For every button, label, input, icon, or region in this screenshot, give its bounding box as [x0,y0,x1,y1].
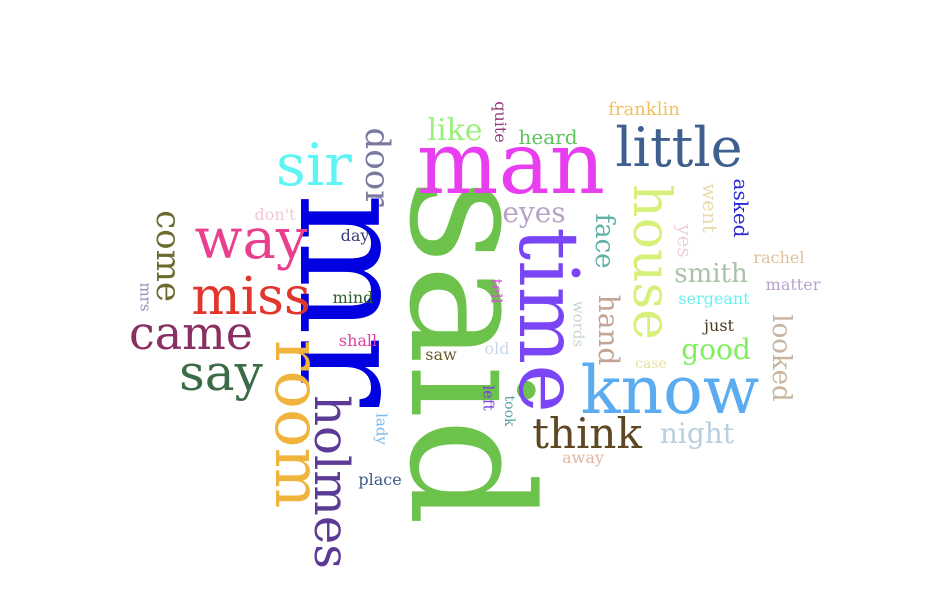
word-know: know [580,352,760,429]
word-rachel: rachel [753,248,805,267]
word-shall: shall [338,331,378,350]
word-words: words [569,300,588,348]
word-heard: heard [518,125,578,149]
word-matter: matter [765,275,821,294]
word-little: little [615,116,743,179]
word-asked: asked [729,178,753,238]
word-sir: sir [275,131,353,199]
word-took: took [501,395,517,427]
word-door: door [357,127,397,207]
word-place: place [358,470,402,489]
word-left: left [479,385,498,411]
word-holmes: holmes [303,395,359,569]
word-away: away [562,448,604,467]
word-old: old [484,339,510,358]
word-franklin: franklin [608,99,680,120]
word-day: day [340,226,370,245]
word-like: like [427,113,483,148]
word-hand: hand [592,294,625,366]
word-looked: looked [766,314,796,402]
word-house: house [621,184,681,340]
word-face: face [589,213,619,269]
word-think: think [532,409,642,458]
word-went: went [698,183,722,233]
word-yes: yes [673,224,697,258]
word-mind: mind [332,288,374,307]
word-just: just [704,316,734,335]
word-sergeant: sergeant [678,289,750,308]
word-eyes: eyes [502,196,566,229]
word-tell: tell [487,278,506,304]
word-way: way [194,207,308,272]
word-case: case [635,356,667,372]
word-came: came [128,306,254,360]
word-saw: saw [425,345,457,364]
word-good: good [681,333,751,366]
word-smith: smith [674,259,748,289]
word-quite: quite [491,101,510,143]
word-come: come [148,210,188,302]
word-man: man [416,114,606,214]
word-mrs: mrs [136,282,155,312]
word-miss: miss [191,267,311,327]
word-lady: lady [372,413,391,445]
word-say: say [179,344,263,402]
word-dont: don't [254,205,296,224]
word-night: night [659,417,735,450]
